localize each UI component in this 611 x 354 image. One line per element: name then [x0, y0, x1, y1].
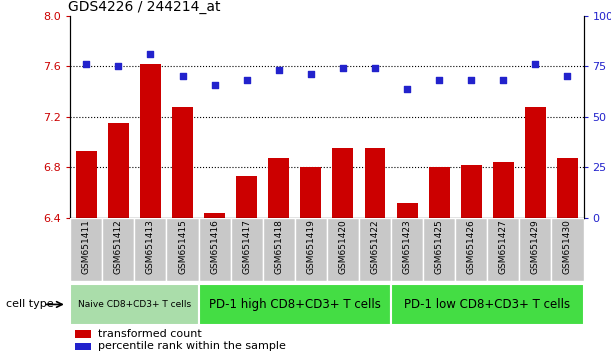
FancyBboxPatch shape: [70, 284, 199, 325]
Text: GSM651415: GSM651415: [178, 219, 187, 274]
Text: GDS4226 / 244214_at: GDS4226 / 244214_at: [68, 0, 220, 13]
Text: PD-1 high CD8+CD3+ T cells: PD-1 high CD8+CD3+ T cells: [209, 298, 381, 311]
Point: [145, 51, 155, 57]
Point: [210, 82, 219, 87]
Bar: [75, 343, 91, 350]
FancyBboxPatch shape: [519, 218, 552, 281]
FancyBboxPatch shape: [552, 218, 584, 281]
Text: GSM651427: GSM651427: [499, 219, 508, 274]
FancyBboxPatch shape: [199, 218, 231, 281]
Text: GSM651419: GSM651419: [306, 219, 315, 274]
FancyBboxPatch shape: [231, 218, 263, 281]
Point: [114, 64, 123, 69]
Bar: [204, 213, 225, 218]
Bar: [172, 107, 193, 218]
Text: transformed count: transformed count: [98, 329, 202, 339]
Bar: [236, 176, 257, 218]
Text: GSM651423: GSM651423: [403, 219, 412, 274]
Bar: [301, 167, 321, 218]
Bar: [397, 202, 417, 218]
Bar: [429, 167, 450, 218]
FancyBboxPatch shape: [199, 284, 391, 325]
Bar: [557, 159, 578, 218]
Point: [530, 62, 540, 67]
Text: GSM651425: GSM651425: [434, 219, 444, 274]
Point: [466, 78, 476, 83]
Bar: [76, 151, 97, 218]
Point: [370, 65, 380, 71]
FancyBboxPatch shape: [359, 218, 391, 281]
Text: GSM651411: GSM651411: [82, 219, 91, 274]
Text: PD-1 low CD8+CD3+ T cells: PD-1 low CD8+CD3+ T cells: [404, 298, 570, 311]
Bar: [461, 165, 481, 218]
FancyBboxPatch shape: [70, 218, 103, 281]
Text: percentile rank within the sample: percentile rank within the sample: [98, 341, 287, 351]
Text: Naive CD8+CD3+ T cells: Naive CD8+CD3+ T cells: [78, 300, 191, 309]
Point: [274, 68, 284, 73]
Text: GSM651412: GSM651412: [114, 219, 123, 274]
Point: [563, 74, 573, 79]
Text: GSM651430: GSM651430: [563, 219, 572, 274]
Text: GSM651418: GSM651418: [274, 219, 284, 274]
FancyBboxPatch shape: [391, 284, 584, 325]
Point: [178, 74, 188, 79]
Text: GSM651413: GSM651413: [146, 219, 155, 274]
Text: GSM651429: GSM651429: [531, 219, 540, 274]
Point: [434, 78, 444, 83]
FancyBboxPatch shape: [295, 218, 327, 281]
Text: cell type: cell type: [6, 299, 54, 309]
FancyBboxPatch shape: [423, 218, 455, 281]
Bar: [493, 162, 514, 218]
Bar: [525, 107, 546, 218]
Point: [306, 72, 316, 77]
FancyBboxPatch shape: [263, 218, 295, 281]
Bar: [140, 64, 161, 218]
Text: GSM651426: GSM651426: [467, 219, 476, 274]
FancyBboxPatch shape: [166, 218, 199, 281]
Bar: [268, 159, 289, 218]
FancyBboxPatch shape: [103, 218, 134, 281]
Text: GSM651420: GSM651420: [338, 219, 348, 274]
Point: [499, 78, 508, 83]
Bar: [75, 330, 91, 338]
Bar: [108, 123, 129, 218]
FancyBboxPatch shape: [134, 218, 166, 281]
Bar: [332, 148, 353, 218]
FancyBboxPatch shape: [455, 218, 488, 281]
Point: [402, 86, 412, 91]
Point: [81, 62, 91, 67]
FancyBboxPatch shape: [327, 218, 359, 281]
Point: [242, 78, 252, 83]
Text: GSM651417: GSM651417: [242, 219, 251, 274]
Bar: [365, 148, 386, 218]
Point: [338, 65, 348, 71]
FancyBboxPatch shape: [488, 218, 519, 281]
FancyBboxPatch shape: [391, 218, 423, 281]
Text: GSM651416: GSM651416: [210, 219, 219, 274]
Text: GSM651422: GSM651422: [370, 219, 379, 274]
